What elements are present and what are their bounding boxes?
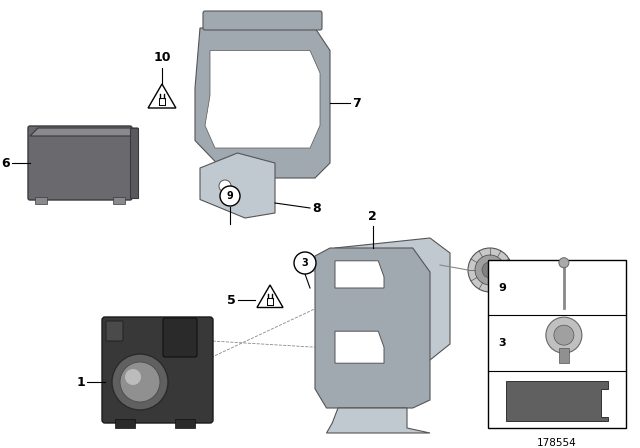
Text: 7: 7 (352, 96, 361, 109)
FancyBboxPatch shape (35, 197, 47, 204)
Text: 2: 2 (368, 210, 377, 223)
Circle shape (554, 325, 574, 345)
FancyBboxPatch shape (163, 318, 197, 357)
Polygon shape (335, 238, 450, 360)
Text: 3: 3 (498, 338, 506, 348)
Polygon shape (130, 128, 138, 198)
FancyBboxPatch shape (488, 260, 626, 428)
Text: 4: 4 (534, 263, 543, 276)
Polygon shape (195, 28, 330, 178)
FancyBboxPatch shape (113, 197, 125, 204)
Polygon shape (335, 261, 384, 288)
Circle shape (120, 362, 160, 402)
FancyBboxPatch shape (102, 317, 213, 423)
FancyBboxPatch shape (203, 11, 322, 30)
Polygon shape (30, 128, 138, 136)
Circle shape (559, 258, 569, 268)
Polygon shape (506, 381, 608, 422)
Circle shape (475, 255, 505, 285)
Text: 8: 8 (312, 202, 321, 215)
Circle shape (546, 317, 582, 353)
FancyBboxPatch shape (115, 419, 135, 428)
Polygon shape (257, 285, 283, 307)
FancyBboxPatch shape (28, 126, 132, 200)
Circle shape (468, 248, 512, 292)
Circle shape (220, 186, 240, 206)
Polygon shape (315, 248, 430, 408)
FancyBboxPatch shape (175, 419, 195, 428)
Text: 10: 10 (153, 51, 171, 64)
Polygon shape (200, 153, 275, 218)
Polygon shape (335, 331, 384, 363)
Text: 9: 9 (498, 283, 506, 293)
Polygon shape (205, 51, 320, 148)
Text: 3: 3 (301, 258, 308, 268)
Polygon shape (148, 84, 176, 108)
Circle shape (294, 252, 316, 274)
Text: 1: 1 (76, 375, 85, 388)
FancyBboxPatch shape (106, 321, 123, 341)
FancyBboxPatch shape (559, 348, 569, 363)
Circle shape (112, 354, 168, 410)
Polygon shape (326, 408, 430, 433)
Circle shape (482, 262, 498, 278)
Text: 178554: 178554 (537, 438, 577, 448)
Circle shape (125, 369, 141, 385)
Text: 5: 5 (227, 293, 236, 306)
Circle shape (219, 180, 231, 192)
Text: 9: 9 (227, 191, 234, 201)
Text: 6: 6 (1, 156, 10, 169)
